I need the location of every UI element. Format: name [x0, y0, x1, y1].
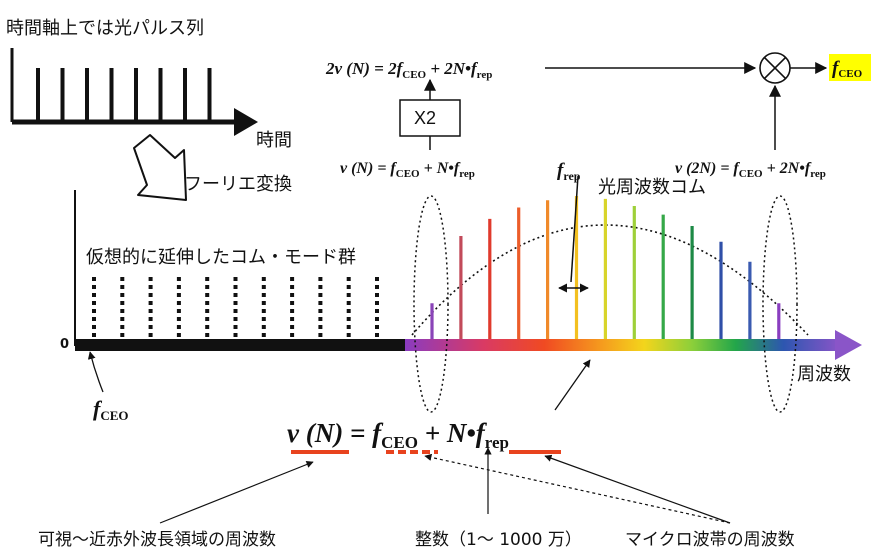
high-mode-ellipse: [762, 195, 798, 413]
fceo-pointer-line: [87, 351, 104, 393]
fceo-label: fCEO: [93, 396, 129, 423]
doubled-equation: 2ν (N) = 2fCEO + 2N•frep: [325, 59, 492, 81]
output-highlight: [829, 54, 871, 81]
microwave-fceo-pointer: [424, 453, 731, 524]
comb-lines: [430, 196, 781, 339]
optical-frequency-note: 可視〜近赤外波長領域の周波数: [38, 530, 276, 550]
integer-note: 整数（1〜 1000 万）: [415, 530, 582, 550]
microwave-frequency-note: マイクロ波帯の周波数: [625, 530, 795, 550]
spectrum-pointer-line: [554, 359, 591, 411]
underline-frep: [509, 450, 561, 454]
output-fceo-label: fCEO: [832, 58, 863, 80]
nu-2n-equation: ν (2N) = fCEO + 2N•frep: [675, 160, 826, 180]
virtual-mode-lines: [92, 277, 379, 338]
frep-pointer-line: [570, 175, 579, 283]
pulse-train: [36, 68, 212, 120]
zero-label: 0: [60, 337, 69, 352]
optical-note-pointer: [159, 461, 314, 524]
frep-label: frep: [557, 160, 581, 183]
fourier-arrow-icon: [133, 134, 187, 201]
freq-axis-black: [75, 339, 405, 351]
freq-axis-label: 周波数: [797, 364, 851, 385]
x2-label: X2: [414, 108, 436, 128]
mixer-icon: [759, 52, 791, 84]
freq-axis-arrowhead: [835, 330, 862, 360]
virtual-modes-label: 仮想的に延伸したコム・モード群: [86, 247, 356, 268]
main-equation: ν (N) = fCEO + N•frep: [287, 418, 509, 452]
microwave-note-pointer: [544, 454, 731, 524]
time-domain-title: 時間軸上では光パルス列: [6, 18, 204, 39]
fourier-label: フーリエ変換: [184, 174, 292, 195]
nu-n-equation: ν (N) = fCEO + N•frep: [340, 160, 475, 180]
time-axis-label: 時間: [256, 130, 292, 151]
time-axis-arrowhead: [234, 108, 258, 136]
x2-multiplier-box: [399, 99, 461, 137]
freq-axis-spectrum: [405, 339, 837, 351]
comb-name-label: 光周波数コム: [598, 177, 706, 198]
underline-nu: [291, 450, 349, 454]
low-mode-ellipse: [413, 195, 449, 413]
